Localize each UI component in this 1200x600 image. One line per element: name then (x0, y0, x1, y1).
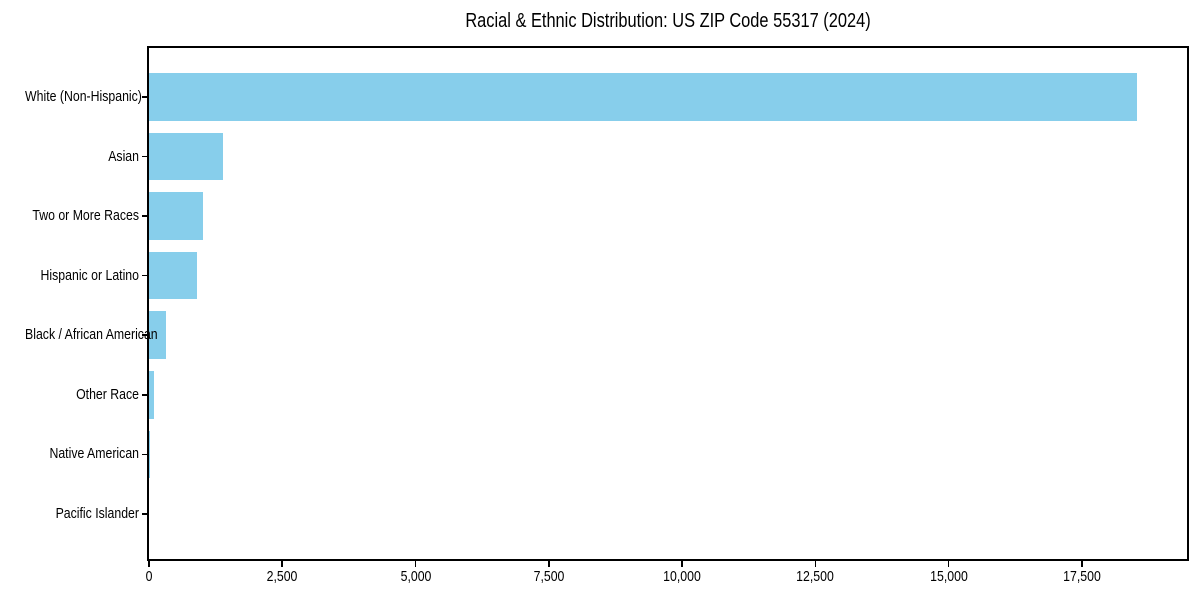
x-tick-label: 2,500 (266, 568, 298, 585)
bar (149, 430, 151, 479)
x-tick-mark (548, 561, 550, 567)
x-tick-label: 7,500 (533, 568, 565, 585)
bar (149, 251, 197, 300)
x-tick-mark (814, 561, 817, 567)
category-label: Pacific Islander (55, 504, 139, 522)
category-label: Black / African American (25, 326, 158, 344)
bar (149, 73, 1137, 121)
x-tick-label: 17,500 (1063, 568, 1101, 585)
bar (149, 192, 203, 240)
x-tick-mark (414, 561, 417, 567)
y-tick-mark (142, 453, 148, 456)
bar (149, 311, 167, 360)
x-tick-mark (148, 561, 150, 567)
y-tick-mark (142, 334, 148, 337)
category-label: White (Non-Hispanic) (25, 88, 142, 105)
y-tick-mark (142, 394, 148, 396)
y-tick-mark (142, 215, 148, 217)
x-tick-label: 0 (145, 568, 153, 585)
bar (149, 132, 224, 181)
bar (149, 371, 155, 419)
x-tick-label: 5,000 (400, 568, 431, 585)
category-label: Asian (108, 147, 139, 165)
y-tick-mark (142, 155, 148, 158)
x-tick-label: 10,000 (663, 568, 701, 585)
x-tick-mark (947, 561, 950, 567)
category-label: Hispanic or Latino (40, 266, 139, 284)
y-tick-mark (142, 274, 148, 277)
y-tick-mark (142, 96, 148, 98)
category-label: Other Race (76, 385, 139, 403)
x-tick-mark (1081, 561, 1083, 567)
x-tick-mark (681, 561, 683, 567)
category-label: Native American (49, 445, 139, 463)
x-tick-mark (281, 561, 284, 567)
chart-title: Racial & Ethnic Distribution: US ZIP Cod… (465, 10, 871, 32)
category-label: Two or More Races (32, 207, 139, 225)
x-tick-label: 15,000 (929, 568, 968, 585)
plot-area (147, 46, 1189, 561)
x-tick-label: 12,500 (796, 568, 835, 585)
y-tick-mark (142, 513, 148, 515)
